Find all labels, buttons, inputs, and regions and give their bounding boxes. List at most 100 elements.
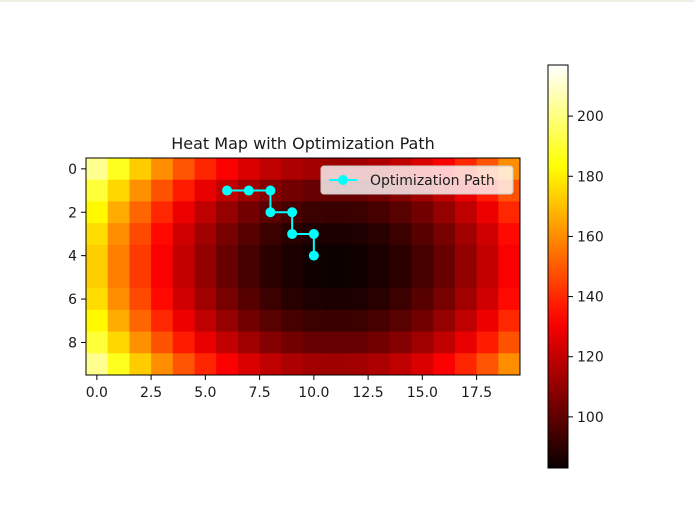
legend-marker-swatch: [338, 175, 348, 185]
legend: Optimization Path: [320, 165, 514, 195]
heatmap-cell: [411, 201, 434, 224]
heatmap-cell: [129, 288, 152, 311]
heatmap-cell: [216, 201, 239, 224]
heatmap-cell: [303, 353, 326, 376]
heatmap-cell: [107, 179, 130, 202]
heatmap-cell: [346, 244, 369, 267]
y-tick-label: 0: [68, 162, 77, 178]
heatmap-cell: [172, 158, 195, 181]
heatmap-cell: [411, 353, 434, 376]
heatmap-cell: [454, 309, 477, 332]
x-tick-label: 10.0: [298, 385, 329, 401]
heatmap-cell: [498, 223, 521, 246]
path-point: [287, 228, 298, 239]
heatmap-cell: [86, 158, 109, 181]
heatmap-cell: [237, 353, 260, 376]
heatmap-cell: [194, 201, 217, 224]
heatmap-cell: [433, 309, 456, 332]
heatmap-cell: [172, 288, 195, 311]
heatmap-cell: [346, 201, 369, 224]
x-tick-label: 15.0: [407, 385, 438, 401]
legend-box: [320, 165, 514, 195]
heatmap-cell: [454, 201, 477, 224]
path-point: [308, 228, 319, 239]
heatmap-cell: [86, 353, 109, 376]
heatmap-cell: [368, 223, 391, 246]
heatmap-cell: [107, 331, 130, 354]
heatmap-cell: [237, 266, 260, 289]
heatmap-cell: [259, 266, 282, 289]
heatmap-cell: [259, 223, 282, 246]
heatmap-cell: [433, 266, 456, 289]
y-tick-label: 4: [68, 249, 77, 265]
heatmap-cell: [411, 331, 434, 354]
heatmap-cell: [259, 353, 282, 376]
heatmap-cell: [476, 223, 499, 246]
colorbar-tick-label: 120: [577, 350, 604, 366]
heatmap-cell: [498, 331, 521, 354]
heatmap-cell: [194, 179, 217, 202]
heatmap-cell: [194, 309, 217, 332]
heatmap-cell: [172, 223, 195, 246]
heatmap-cell: [107, 266, 130, 289]
heatmap-cell: [281, 288, 304, 311]
path-point: [265, 207, 276, 218]
heatmap-cell: [368, 331, 391, 354]
heatmap-cell: [107, 223, 130, 246]
heatmap-cell: [346, 223, 369, 246]
heatmap-cell: [86, 223, 109, 246]
heatmap-cell: [259, 309, 282, 332]
heatmap-cell: [498, 266, 521, 289]
heatmap-cell: [498, 201, 521, 224]
x-tick-label: 7.5: [248, 385, 270, 401]
heatmap-cell: [411, 266, 434, 289]
heatmap-cell: [86, 179, 109, 202]
heatmap-cell: [454, 288, 477, 311]
heatmap-cell: [151, 201, 174, 224]
heatmap-cell: [107, 201, 130, 224]
heatmap-cell: [237, 288, 260, 311]
heatmap-cell: [476, 331, 499, 354]
heatmap-cell: [303, 179, 326, 202]
heatmap-cell: [411, 288, 434, 311]
heatmap-cell: [151, 223, 174, 246]
heatmap-cell: [216, 309, 239, 332]
heatmap-cell: [129, 158, 152, 181]
heatmap-cell: [172, 353, 195, 376]
heatmap-cell: [303, 266, 326, 289]
heatmap-cell: [151, 288, 174, 311]
heatmap-cell: [368, 309, 391, 332]
heatmap-cell: [194, 223, 217, 246]
heatmap-cell: [324, 288, 347, 311]
heatmap-cell: [194, 244, 217, 267]
heatmap-cell: [433, 331, 456, 354]
heatmap-cell: [281, 331, 304, 354]
heatmap-cell: [454, 266, 477, 289]
heatmap-cell: [303, 309, 326, 332]
heatmap-cell: [324, 244, 347, 267]
heatmap-cell: [129, 353, 152, 376]
heatmap-cell: [216, 353, 239, 376]
heatmap-cell: [346, 331, 369, 354]
heatmap-cell: [172, 244, 195, 267]
colorbar-tick-label: 160: [577, 229, 604, 245]
colorbar-tick-label: 200: [577, 109, 604, 125]
colorbar-ticks: 100 120 140 160 180 200: [568, 109, 604, 426]
colorbar-tick-label: 180: [577, 169, 604, 185]
path-point: [287, 207, 298, 218]
heatmap-cell: [324, 309, 347, 332]
heatmap-cell: [107, 353, 130, 376]
heatmap-cell: [389, 353, 412, 376]
heatmap-cell: [454, 331, 477, 354]
heatmap-cell: [151, 309, 174, 332]
heatmap-cell: [151, 331, 174, 354]
heatmap-cell: [259, 158, 282, 181]
heatmap-cell: [259, 331, 282, 354]
heatmap-cell: [498, 353, 521, 376]
path-point: [222, 185, 233, 196]
heatmap-cell: [129, 223, 152, 246]
heatmap-cell: [389, 223, 412, 246]
heatmap-cell: [172, 309, 195, 332]
x-tick-label: 12.5: [353, 385, 384, 401]
heatmap-cell: [216, 288, 239, 311]
